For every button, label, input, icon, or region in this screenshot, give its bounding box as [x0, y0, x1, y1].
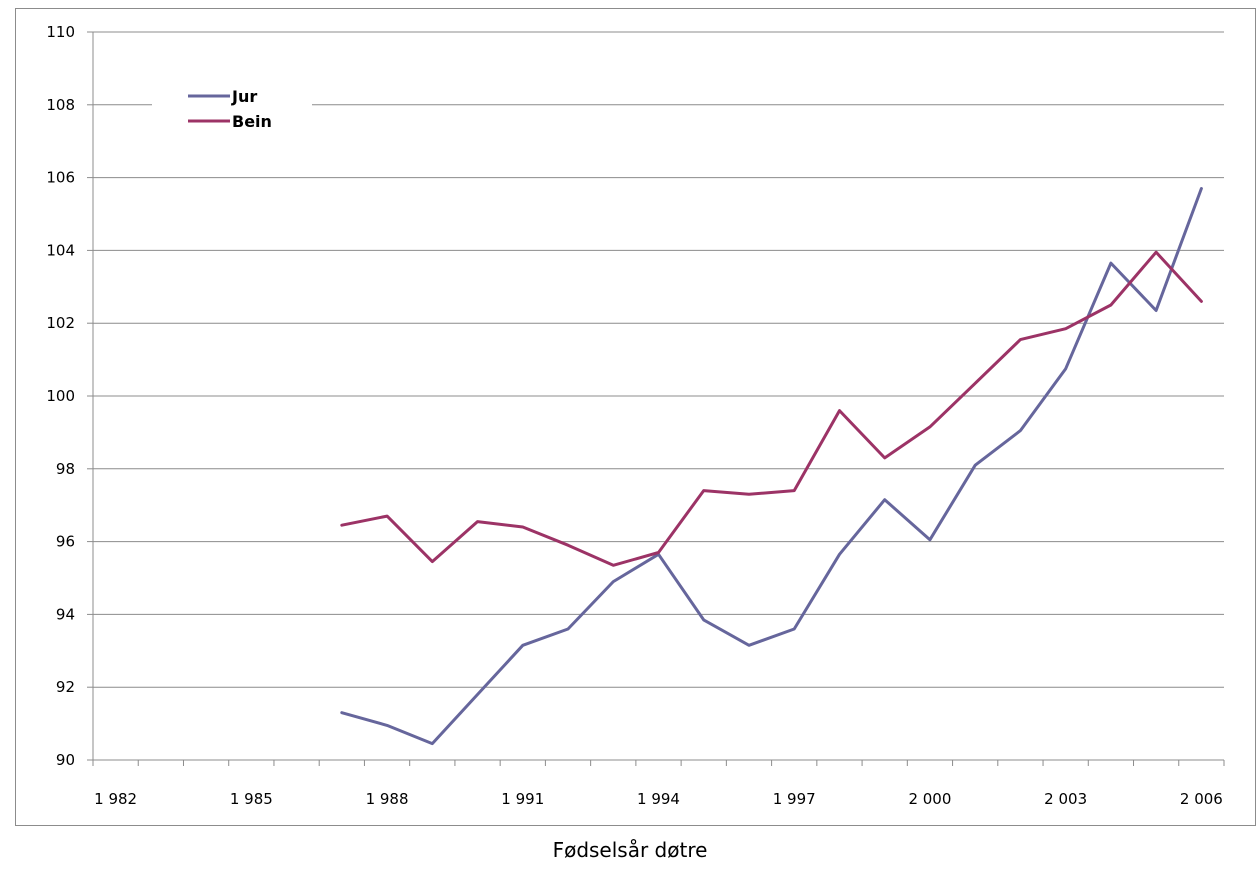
- x-tick-label-5: 1 997: [773, 790, 816, 808]
- series-line-bein: [340, 250, 1203, 567]
- y-tick-label-2: 94: [56, 605, 75, 623]
- x-tick-label-6: 2 000: [908, 790, 951, 808]
- chart-frame: [15, 8, 1256, 826]
- x-tick-label-8: 2 006: [1180, 790, 1223, 808]
- y-tick-label-1: 92: [56, 678, 75, 696]
- y-tick-label-3: 96: [56, 533, 75, 551]
- y-tick-label-9: 108: [46, 96, 75, 114]
- legend-label-jur: Jur: [231, 87, 257, 106]
- x-tick-label-7: 2 003: [1044, 790, 1087, 808]
- x-tick-label-3: 1 991: [501, 790, 544, 808]
- series-line-jur: [340, 187, 1203, 746]
- x-tick-label-4: 1 994: [637, 790, 680, 808]
- x-tick-label-0: 1 982: [94, 790, 137, 808]
- x-axis-title: Fødselsår døtre: [553, 838, 708, 862]
- y-tick-label-5: 100: [46, 387, 75, 405]
- legend-box: [152, 84, 312, 144]
- legend-label-bein: Bein: [232, 112, 272, 131]
- y-tick-label-10: 110: [46, 23, 75, 41]
- y-tick-label-0: 90: [56, 751, 75, 769]
- y-tick-label-4: 98: [56, 460, 75, 478]
- x-tick-label-2: 1 988: [366, 790, 409, 808]
- y-tick-label-6: 102: [46, 314, 75, 332]
- x-tick-label-1: 1 985: [230, 790, 273, 808]
- y-tick-label-8: 106: [46, 169, 75, 187]
- y-tick-label-7: 104: [46, 241, 75, 259]
